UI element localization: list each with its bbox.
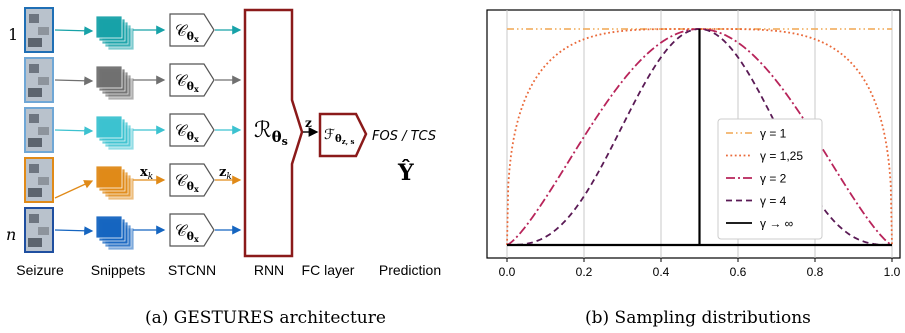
stcnn-block (169, 163, 215, 197)
z-label: z (305, 116, 312, 130)
snippet-stack (95, 65, 135, 101)
frame-arrow (54, 26, 94, 36)
seizure-frame (24, 7, 54, 53)
stcnn-block (169, 113, 215, 147)
seizure-frame (24, 157, 54, 203)
stcnn-symbol: 𝒞θx (175, 171, 199, 194)
fc-layer-block (318, 112, 368, 158)
series-line (506, 28, 893, 246)
stage-label: Snippets (91, 262, 145, 278)
prediction-yhat: Ŷ (397, 159, 414, 186)
stcnn-symbol: 𝒞θx (175, 121, 199, 144)
stage-label: RNN (254, 262, 284, 278)
legend-label: γ → ∞ (760, 217, 793, 231)
stage-label: Prediction (379, 262, 441, 278)
x-tick-label: 0.6 (730, 265, 747, 279)
stcnn-block (169, 213, 215, 247)
caption-b: (b) Sampling distributions (585, 308, 811, 328)
stcnn-symbol: 𝒞θx (175, 71, 199, 94)
stage-label: FC layer (302, 262, 355, 278)
x-tick-label: 0.4 (653, 265, 670, 279)
row-label-bottom: n (6, 225, 16, 244)
legend-label: γ = 2 (760, 172, 787, 186)
seizure-frame (24, 107, 54, 153)
seizure-frame (24, 57, 54, 103)
caption-a: (a) GESTURES architecture (145, 308, 386, 328)
frame-arrow (54, 226, 94, 236)
zk-label: zk (219, 165, 232, 182)
pipeline-row: 𝒞θx (24, 7, 242, 53)
snippet-stack (95, 115, 135, 151)
legend-label: γ = 1,25 (760, 149, 803, 163)
legend-label: γ = 1 (760, 127, 787, 141)
frame-arrow (54, 180, 94, 199)
snippet-stack (95, 15, 135, 51)
x-tick-label: 0.8 (807, 265, 824, 279)
rnn-block (243, 8, 304, 258)
xk-label: xk (140, 165, 153, 182)
stage-label: Seizure (16, 262, 64, 278)
snippet-stack (95, 165, 135, 201)
frame-arrow (54, 76, 94, 86)
chart-frame (486, 9, 901, 259)
x-tick-label: 0.2 (576, 265, 593, 279)
snippet-stack (95, 215, 135, 251)
legend-label: γ = 4 (760, 194, 787, 208)
seizure-frame (24, 207, 54, 253)
row-label-top: 1 (8, 25, 18, 44)
sampling-chart: 0.0 0.2 0.4 0.6 0.8 1.0 γ = 1 γ = 1,25 γ = 2 γ =… (486, 9, 901, 328)
x-tick-label: 1.0 (884, 265, 901, 279)
x-tick-label: 0.0 (499, 265, 516, 279)
architecture-diagram: 1 n 𝒞θx 𝒞θx 𝒞θx 𝒞θx 𝒞θx xk zk ℛθs z ℱθz, s FOS… (6, 7, 441, 328)
pipeline-row: 𝒞θx (24, 107, 242, 153)
series-line (507, 29, 892, 247)
pipeline-row: 𝒞θx (24, 157, 242, 203)
fc-symbol: ℱθz, s (324, 127, 355, 146)
frame-arrow (54, 126, 94, 136)
stage-label: STCNN (168, 262, 216, 278)
pipeline-row: 𝒞θx (24, 207, 242, 253)
stcnn-block (169, 13, 215, 47)
pipeline-row: 𝒞θx (24, 57, 242, 103)
stcnn-block (169, 63, 215, 97)
stcnn-symbol: 𝒞θx (175, 21, 199, 44)
stcnn-symbol: 𝒞θx (175, 221, 199, 244)
legend-box (717, 118, 823, 240)
rnn-symbol: ℛθs (254, 118, 288, 148)
output-classes: FOS / TCS (372, 129, 436, 144)
